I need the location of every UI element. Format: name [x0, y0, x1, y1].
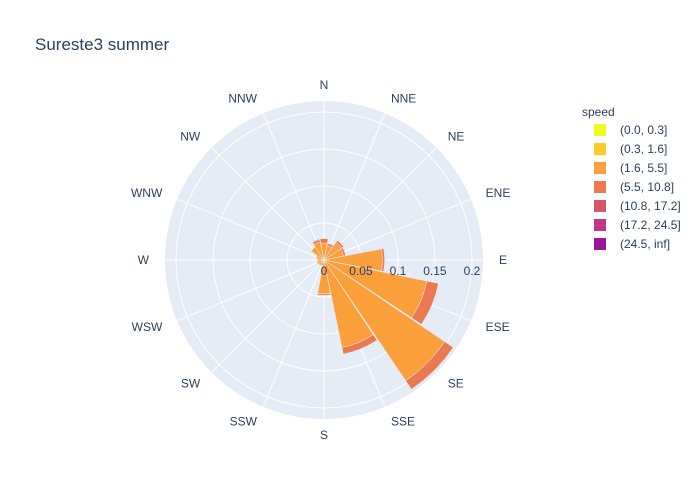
legend-label: (10.8, 17.2] — [620, 199, 681, 213]
angular-gridline — [262, 259, 325, 408]
angular-tick-label: WSW — [132, 320, 163, 334]
angular-tick-label: S — [320, 428, 328, 442]
polar-bars — [310, 238, 454, 390]
angular-tick-label: N — [320, 78, 329, 92]
legend-label: (0.0, 0.3] — [620, 123, 667, 137]
bar-segment — [316, 293, 332, 296]
legend-swatch — [594, 162, 606, 174]
radial-tick-label: 0.1 — [390, 264, 407, 278]
legend-swatch — [594, 124, 606, 136]
legend-swatch — [594, 143, 606, 155]
legend-title: speed — [582, 105, 615, 119]
legend-label: (17.2, 24.5] — [620, 218, 681, 232]
radial-tick-label: 0.05 — [349, 264, 373, 278]
angular-tick-label: SSE — [391, 415, 415, 429]
bar-segment — [311, 238, 321, 244]
bar-segment — [381, 248, 385, 272]
radial-tick-label: 0.2 — [464, 264, 481, 278]
angular-tick-labels: N NNE NE ENE E ESE SE SSE S SSW SW WSW W WNW NW NNW — [131, 78, 510, 442]
radial-tick-labels: 0 0.05 0.1 0.15 0.2 — [321, 264, 481, 278]
legend-label: (5.5, 10.8] — [620, 180, 674, 194]
angular-gridline — [323, 147, 437, 261]
angular-gridline — [211, 147, 325, 261]
angular-tick-label: NW — [180, 129, 201, 143]
angular-tick-label: E — [499, 253, 507, 267]
bar-segment — [340, 247, 347, 257]
legend: speed (0.0, 0.3] (0.3, 1.6] (1.6, 5.5] (5.5… — [582, 105, 681, 251]
legend-swatch — [594, 219, 606, 231]
radial-tick-label: 0 — [321, 264, 328, 278]
angular-tick-label: NNW — [228, 91, 257, 105]
legend-swatch — [594, 181, 606, 193]
angular-gridline — [323, 198, 472, 261]
angular-tick-label: ESE — [486, 320, 510, 334]
chart-title: Sureste3 summer — [35, 35, 169, 54]
angular-tick-label: SE — [448, 377, 464, 391]
legend-swatch — [594, 200, 606, 212]
angular-tick-label: SSW — [230, 415, 258, 429]
legend-label: (0.3, 1.6] — [620, 142, 667, 156]
angular-gridline — [176, 198, 325, 261]
bar-segment — [341, 334, 378, 355]
legend-label: (1.6, 5.5] — [620, 161, 667, 175]
bar-segment — [411, 280, 439, 325]
angular-tick-label: NE — [448, 129, 465, 143]
legend-label: (24.5, inf] — [620, 237, 670, 251]
angular-tick-label: ENE — [486, 186, 511, 200]
legend-swatch — [594, 238, 606, 250]
angular-tick-label: WNW — [131, 186, 163, 200]
angular-gridline — [176, 259, 325, 322]
angular-gridline — [323, 112, 386, 261]
bar-segment — [335, 240, 344, 249]
angular-gridline — [262, 112, 325, 261]
bar-segment — [319, 238, 329, 244]
angular-tick-label: SW — [181, 377, 201, 391]
bar-segment — [405, 341, 454, 390]
angular-gridline — [211, 259, 325, 373]
angular-tick-label: NNE — [391, 91, 416, 105]
angular-tick-label: W — [138, 253, 150, 267]
radial-tick-label: 0.15 — [423, 264, 447, 278]
